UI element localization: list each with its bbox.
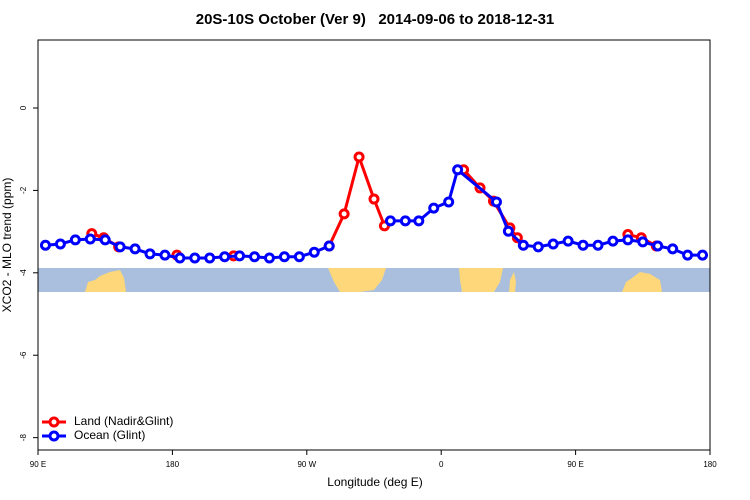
point [502,225,514,237]
legend-marker [48,416,60,428]
y-axis-label: XCO2 - MLO trend (ppm) [0,178,14,313]
map-strip [38,268,710,292]
point [144,248,156,260]
x-axis-label: Longitude (deg E) [327,475,422,489]
point [667,243,679,255]
point [159,249,171,261]
point [219,251,231,263]
point [368,193,380,205]
point [592,239,604,251]
point [189,252,201,264]
point [682,249,694,261]
x-tick-label: 180 [703,460,717,469]
point [114,241,126,253]
x-tick-label: 180 [166,460,180,469]
point [413,215,425,227]
land-shape [328,268,386,292]
y-tick-label: -8 [19,434,28,442]
point [129,243,141,255]
y-tick-label: -2 [19,186,28,194]
point [517,239,529,251]
point [384,215,396,227]
point [577,239,589,251]
point [338,208,350,220]
point [278,251,290,263]
x-tick-label: 90 W [297,460,316,469]
point [637,236,649,248]
point [234,250,246,262]
point [399,215,411,227]
point [39,239,51,251]
y-tick-label: -6 [19,351,28,359]
point [54,238,66,250]
point [697,249,709,261]
land-shape [622,272,662,292]
x-tick-label: 0 [439,460,444,469]
point [174,252,186,264]
x-tick-label: 90 E [567,460,583,469]
point [263,252,275,264]
point [99,234,111,246]
point [84,233,96,245]
chart-title: 20S-10S October (Ver 9) 2014-09-06 to 20… [196,11,555,28]
land-shape [509,272,516,292]
point [293,251,305,263]
y-tick-label: -4 [19,269,28,277]
series-line [45,167,703,260]
point [452,164,464,176]
point [652,240,664,252]
point [323,240,335,252]
x-tick-label: 90 E [30,460,46,469]
land-shape [85,270,126,292]
point [353,151,365,163]
point [204,252,216,264]
point [308,246,320,258]
point [69,234,81,246]
point [443,196,455,208]
point [532,241,544,253]
y-tick-label: 0 [19,105,28,110]
plot-frame [37,39,711,451]
legend-marker [48,430,60,442]
point [547,238,559,250]
legend-label: Land (Nadir&Glint) [74,414,173,428]
point [428,202,440,214]
point [490,196,502,208]
point [249,251,261,263]
point [622,234,634,246]
point [607,235,619,247]
legend-label: Ocean (Glint) [74,428,145,442]
point [562,235,574,247]
land-shape [459,268,503,292]
